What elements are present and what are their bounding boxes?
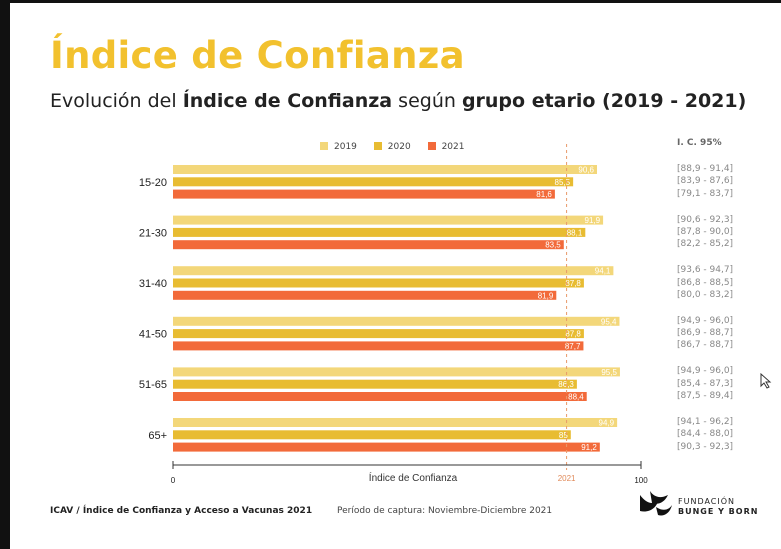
category-label: 31-40 [139, 278, 167, 290]
bar [173, 430, 571, 440]
legend-swatch-2019 [320, 142, 328, 150]
bar [173, 215, 604, 225]
bar [173, 379, 577, 389]
ci-value: [88,9 - 91,4] [677, 164, 734, 174]
bar-value-label: 91,2 [581, 443, 597, 452]
bar-value-label: 95,4 [601, 317, 617, 326]
mouse-cursor-icon [760, 373, 772, 389]
category-label: 65+ [148, 430, 167, 442]
legend-label-2020: 2020 [387, 142, 411, 152]
bar [173, 227, 586, 237]
bar [173, 266, 614, 276]
legend-item-2020: 2020 [373, 142, 411, 152]
bar [173, 367, 620, 377]
bar-value-label: 83,5 [545, 241, 561, 250]
chart-legend: 2019 2020 2021 [320, 142, 478, 152]
legend-item-2021: 2021 [427, 142, 465, 152]
x-tick-label: 0 [171, 476, 176, 485]
bar [173, 189, 555, 199]
bar-value-label: 88,1 [567, 228, 583, 237]
bar-value-label: 90,6 [578, 166, 594, 175]
logo-line-1: FUNDACIÓN [678, 497, 736, 506]
bar [173, 290, 557, 300]
bar [173, 316, 620, 326]
ci-value: [90,6 - 92,3] [677, 214, 734, 225]
legend-label-2019: 2019 [334, 142, 357, 152]
bar [173, 165, 598, 174]
footer-period: Período de captura: Noviembre-Diciembre … [337, 506, 553, 516]
reference-line-label: 2021 [558, 474, 576, 483]
x-axis-label: Índice de Confianza [369, 471, 458, 484]
bar-value-label: 95,5 [601, 368, 617, 377]
bar [173, 442, 600, 452]
ci-header: I. C. 95% [677, 138, 722, 148]
category-label: 51-65 [139, 379, 167, 391]
bar-value-label: 91,9 [585, 216, 601, 225]
ci-value: [86,9 - 88,7] [677, 328, 734, 339]
logo-text: FUNDACIÓN BUNGE Y BORN [678, 497, 758, 517]
subtitle-part-2: según [392, 90, 462, 112]
ci-value: [84,4 - 88,0] [677, 429, 734, 440]
bar [173, 177, 574, 187]
logo-line-2: BUNGE Y BORN [678, 507, 759, 516]
legend-item-2019: 2019 [320, 142, 357, 152]
bar-value-label: 88,4 [568, 393, 584, 402]
ci-value: [93,6 - 94,7] [677, 265, 734, 276]
bar-value-label: 87,8 [565, 279, 581, 288]
ci-value: [90,3 - 92,3] [677, 441, 734, 452]
bar [173, 240, 564, 250]
ci-value: [87,8 - 90,0] [677, 226, 734, 237]
bar [173, 278, 584, 288]
ci-value: [94,1 - 96,2] [677, 417, 734, 427]
ci-value: [79,1 - 83,7] [677, 188, 734, 199]
category-label: 15-20 [139, 177, 167, 189]
ci-value: [80,0 - 83,2] [677, 289, 734, 300]
bar-value-label: 85,5 [555, 178, 571, 187]
top-border [0, 0, 781, 3]
bar-value-label: 87,8 [565, 330, 581, 339]
page-title: Índice de Confianza [50, 34, 465, 77]
subtitle-bold-1: Índice de Confianza [182, 90, 393, 112]
bar-value-label: 85 [559, 431, 568, 440]
category-label: 41-50 [139, 329, 167, 341]
ci-value: [94,9 - 96,0] [677, 315, 734, 326]
category-label: 21-30 [139, 227, 167, 239]
legend-swatch-2020 [373, 142, 382, 150]
left-border [0, 0, 10, 549]
chart-subtitle: Evolución del Índice de Confianza según … [50, 90, 746, 112]
ci-value: [82,2 - 85,2] [677, 239, 734, 250]
bar-value-label: 87,7 [565, 342, 581, 351]
subtitle-bold-2: grupo etario (2019 - 2021) [461, 90, 747, 112]
bar-value-label: 81,9 [538, 291, 554, 300]
legend-label-2021: 2021 [441, 142, 465, 152]
bar-value-label: 94,1 [595, 267, 611, 276]
bar [173, 392, 587, 401]
bar [173, 341, 584, 351]
subtitle-part-1: Evolución del [50, 90, 183, 112]
ci-value: [86,7 - 88,7] [677, 340, 734, 351]
bunge-born-logo-icon [640, 491, 672, 516]
bar-value-label: 94,9 [599, 419, 615, 428]
legend-swatch-2021 [427, 142, 436, 150]
ci-value: [85,4 - 87,3] [677, 378, 734, 389]
bar-value-label: 81,6 [536, 190, 552, 199]
ci-value: [86,8 - 88,5] [677, 277, 734, 288]
bar [173, 329, 584, 339]
ci-value: [83,9 - 87,6] [677, 176, 734, 187]
ci-value: [87,5 - 89,4] [677, 391, 734, 401]
footer-source: ICAV / Índice de Confianza y Acceso a Va… [50, 506, 313, 516]
bar [173, 418, 618, 427]
ci-value: [94,9 - 96,0] [677, 366, 734, 377]
x-tick-label: 100 [634, 476, 648, 485]
